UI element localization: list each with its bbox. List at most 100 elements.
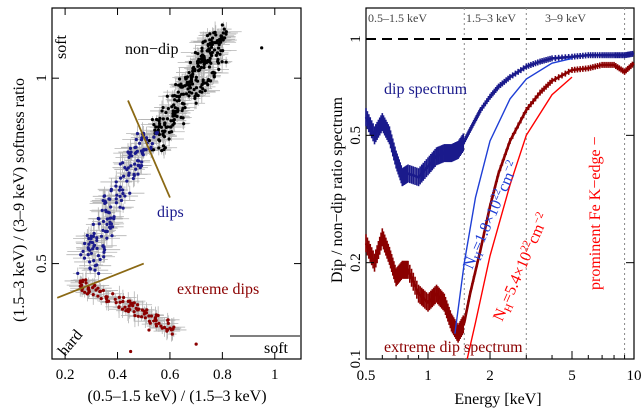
scatter-point: [108, 225, 112, 229]
right-series: [364, 50, 635, 360]
scatter-point: [147, 319, 152, 323]
scatter-point: [166, 321, 170, 325]
scatter-point: [174, 82, 178, 87]
scatter-point: [171, 119, 176, 123]
scatter-point: [171, 94, 175, 98]
band-label-medium: 1.5–3 keV: [466, 11, 516, 25]
scatter-point: [160, 326, 164, 330]
scatter-point: [216, 57, 220, 62]
x-tick-label: 0.4: [108, 367, 127, 383]
scatter-point: [198, 89, 202, 94]
scatter-point: [134, 137, 138, 142]
scatter-point: [81, 278, 85, 282]
scatter-point: [134, 167, 138, 171]
scatter-point: [101, 219, 106, 224]
scatter-point: [85, 292, 90, 296]
scatter-point: [128, 191, 132, 195]
scatter-point: [218, 52, 222, 56]
scatter-point: [169, 119, 173, 123]
nh-high-value: =5.4×10: [498, 250, 536, 306]
scatter-point: [97, 271, 101, 276]
scatter-point: [91, 234, 96, 239]
annotation-fe-edge: prominent Fe K−edge −: [587, 136, 604, 290]
scatter-point: [92, 244, 96, 248]
scatter-point: [161, 132, 165, 136]
scatter-point: [154, 131, 158, 135]
scatter-point: [166, 125, 170, 129]
scatter-point: [157, 132, 162, 137]
scatter-point: [161, 117, 165, 121]
scatter-point: [114, 301, 118, 305]
model-curve: [466, 76, 573, 360]
region-divider: [127, 100, 171, 198]
scatter-point: [123, 194, 127, 198]
scatter-point: [85, 233, 89, 238]
scatter-point: [202, 55, 206, 59]
scatter-point: [135, 303, 140, 307]
scatter-point: [203, 39, 207, 43]
scatter-point: [179, 92, 184, 96]
scatter-point: [145, 308, 149, 312]
scatter-point: [109, 187, 113, 191]
scatter-point: [157, 321, 161, 325]
scatter-point: [192, 87, 196, 92]
scatter-point: [209, 45, 214, 49]
scatter-point: [180, 101, 185, 105]
scatter-point: [91, 286, 95, 290]
scatter-point: [102, 255, 106, 259]
scatter-point: [160, 149, 164, 153]
scatter-point: [162, 130, 166, 134]
scatter-point: [132, 310, 136, 314]
scatter-point: [83, 290, 87, 294]
nh-low-exp: 22: [488, 187, 503, 202]
scatter-point: [115, 193, 119, 197]
scatter-point: [123, 305, 127, 309]
scatter-point: [136, 172, 140, 176]
scatter-point: [91, 247, 95, 251]
scatter-point: [154, 125, 158, 129]
scatter-point: [133, 145, 137, 150]
scatter-point: [158, 116, 162, 121]
scatter-point: [118, 194, 122, 198]
annotation-non-dip: non−dip: [125, 41, 178, 58]
scatter-point: [215, 51, 220, 55]
scatter-point: [127, 155, 131, 159]
scatter-point: [260, 46, 264, 50]
scatter-point: [110, 234, 114, 238]
scatter-point: [121, 174, 126, 178]
scatter-point: [89, 251, 94, 256]
scatter-point: [99, 234, 104, 238]
x-tick-label: 0.5: [357, 368, 376, 384]
scatter-point: [170, 332, 174, 336]
scatter-point: [194, 101, 198, 105]
scatter-point: [182, 122, 186, 126]
scatter-point: [90, 240, 95, 245]
right-y-axis-label: Dip / non−dip ratio spectrum: [329, 97, 346, 283]
scatter-point: [140, 315, 144, 319]
scatter-point: [121, 191, 125, 196]
scatter-point: [200, 49, 204, 53]
scatter-point: [102, 250, 106, 254]
scatter-point: [189, 74, 193, 78]
scatter-point: [86, 253, 90, 257]
corner-label-soft-bottom: soft: [264, 340, 289, 357]
scatter-point: [152, 319, 156, 323]
scatter-point: [117, 305, 121, 309]
scatter-point: [117, 295, 121, 299]
scatter-point: [208, 41, 212, 46]
scatter-point: [212, 48, 217, 52]
y-tick-label: 0.1: [348, 350, 364, 369]
scatter-point: [144, 311, 149, 315]
annotation-extreme-dip-spectrum: extreme dip spectrum: [384, 339, 523, 356]
scatter-point: [194, 86, 199, 90]
scatter-point: [167, 130, 172, 134]
scatter-point: [166, 107, 170, 111]
scatter-point: [105, 236, 109, 240]
scatter-point: [171, 114, 175, 118]
scatter-point: [92, 259, 96, 263]
scatter-point: [150, 142, 154, 146]
scatter-point: [133, 151, 137, 156]
scatter-point: [153, 315, 158, 320]
band-label-soft: 0.5–1.5 keV: [368, 11, 427, 25]
scatter-point: [188, 60, 193, 65]
